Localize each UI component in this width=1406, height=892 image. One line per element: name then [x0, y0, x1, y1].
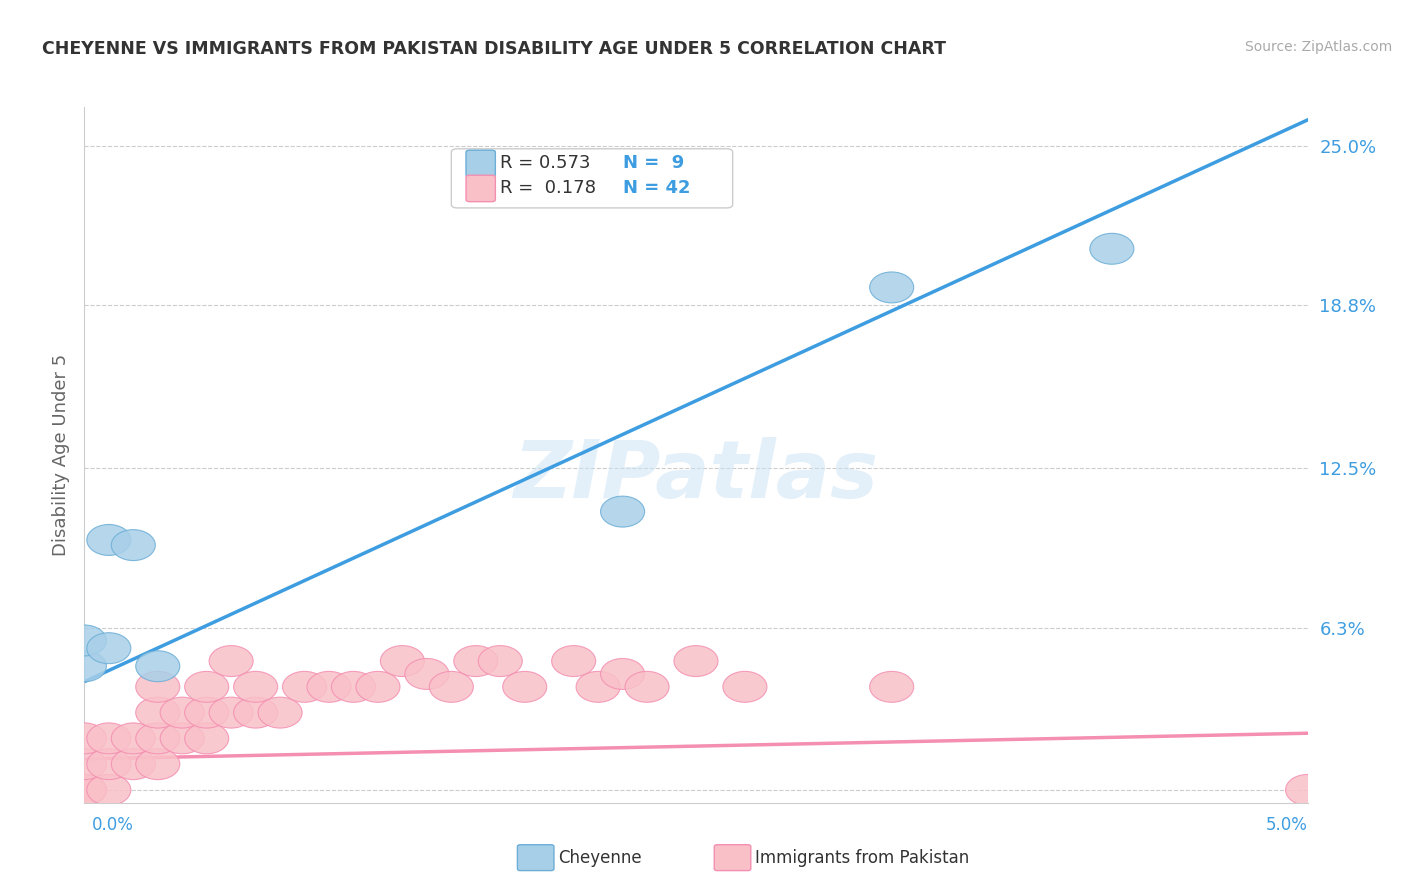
Ellipse shape [307, 672, 352, 702]
Ellipse shape [1285, 774, 1330, 805]
Text: N =  9: N = 9 [623, 153, 683, 171]
Ellipse shape [870, 272, 914, 303]
Ellipse shape [111, 748, 155, 780]
Ellipse shape [184, 672, 229, 702]
Ellipse shape [478, 646, 522, 676]
Ellipse shape [600, 658, 644, 690]
Ellipse shape [723, 672, 766, 702]
Ellipse shape [870, 672, 914, 702]
Ellipse shape [62, 774, 107, 805]
Ellipse shape [184, 723, 229, 754]
Ellipse shape [184, 698, 229, 728]
Ellipse shape [405, 658, 449, 690]
FancyBboxPatch shape [465, 175, 495, 202]
Ellipse shape [503, 672, 547, 702]
Ellipse shape [356, 672, 399, 702]
Text: 5.0%: 5.0% [1265, 816, 1308, 834]
Ellipse shape [209, 698, 253, 728]
Text: R = 0.573: R = 0.573 [501, 153, 591, 171]
Ellipse shape [87, 723, 131, 754]
Text: N = 42: N = 42 [623, 179, 690, 197]
Ellipse shape [87, 524, 131, 556]
Ellipse shape [160, 723, 204, 754]
Ellipse shape [136, 672, 180, 702]
Ellipse shape [87, 632, 131, 664]
Ellipse shape [551, 646, 596, 676]
Ellipse shape [111, 530, 155, 560]
Ellipse shape [111, 723, 155, 754]
Ellipse shape [62, 625, 107, 656]
Ellipse shape [136, 651, 180, 681]
Ellipse shape [332, 672, 375, 702]
FancyBboxPatch shape [465, 150, 495, 177]
Ellipse shape [62, 651, 107, 681]
Ellipse shape [626, 672, 669, 702]
Ellipse shape [600, 496, 644, 527]
Ellipse shape [87, 748, 131, 780]
Text: Immigrants from Pakistan: Immigrants from Pakistan [755, 849, 969, 867]
Ellipse shape [283, 672, 326, 702]
Ellipse shape [233, 698, 277, 728]
Text: 0.0%: 0.0% [91, 816, 134, 834]
Ellipse shape [233, 672, 277, 702]
Ellipse shape [381, 646, 425, 676]
Text: R =  0.178: R = 0.178 [501, 179, 596, 197]
Text: ZIPatlas: ZIPatlas [513, 437, 879, 515]
Ellipse shape [576, 672, 620, 702]
Text: Cheyenne: Cheyenne [558, 849, 641, 867]
Ellipse shape [160, 698, 204, 728]
Text: Source: ZipAtlas.com: Source: ZipAtlas.com [1244, 40, 1392, 54]
Y-axis label: Disability Age Under 5: Disability Age Under 5 [52, 354, 70, 556]
Ellipse shape [62, 723, 107, 754]
Ellipse shape [136, 698, 180, 728]
Ellipse shape [136, 748, 180, 780]
Ellipse shape [209, 646, 253, 676]
Ellipse shape [429, 672, 474, 702]
Ellipse shape [259, 698, 302, 728]
Ellipse shape [454, 646, 498, 676]
FancyBboxPatch shape [451, 149, 733, 208]
Ellipse shape [62, 774, 107, 805]
Ellipse shape [62, 774, 107, 805]
Ellipse shape [136, 723, 180, 754]
Text: CHEYENNE VS IMMIGRANTS FROM PAKISTAN DISABILITY AGE UNDER 5 CORRELATION CHART: CHEYENNE VS IMMIGRANTS FROM PAKISTAN DIS… [42, 40, 946, 58]
Ellipse shape [87, 774, 131, 805]
Ellipse shape [673, 646, 718, 676]
Ellipse shape [62, 748, 107, 780]
Ellipse shape [1090, 234, 1133, 264]
